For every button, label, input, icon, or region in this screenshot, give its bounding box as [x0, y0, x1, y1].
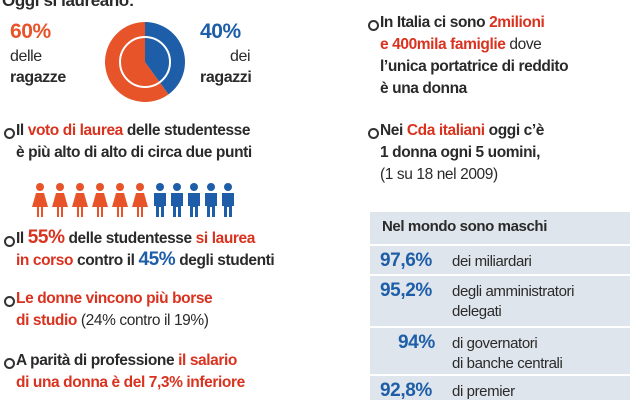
text-run: l’unica portatrice di reddito — [380, 58, 569, 75]
text-run: A parità di professione — [16, 352, 179, 369]
bullet-marker — [368, 20, 379, 31]
text-run: di una donna è del 7,3% inferiore — [16, 374, 245, 391]
bullet-marker — [4, 358, 15, 369]
text-run: dove — [505, 36, 542, 53]
text-run: Il — [16, 230, 28, 247]
text-line: Le donne vincono più borse — [16, 290, 213, 308]
text-run: Il — [16, 122, 28, 139]
text-run: si laurea — [195, 230, 256, 247]
person-icon — [171, 183, 183, 217]
slice-label: 60% — [10, 20, 51, 43]
text-line: di studio (24% contro il 19%) — [16, 312, 209, 330]
row-text: degli amministratori — [452, 283, 575, 300]
text-line: l’unica portatrice di reddito — [380, 58, 569, 76]
bullet-marker — [368, 128, 379, 139]
text-run: 1 donna ogni 5 uomini, — [380, 144, 540, 161]
text-run: contro il — [73, 252, 139, 269]
person-icon — [52, 183, 68, 217]
text-run: in corso — [16, 252, 74, 269]
bullet-marker — [4, 236, 15, 247]
text-run: 45% — [138, 249, 176, 270]
text-run: delle studentesse — [122, 122, 251, 139]
person-icon — [32, 183, 48, 217]
slice-line1: dei — [230, 48, 251, 65]
text-run: (24% contro il 19%) — [76, 312, 209, 329]
text-line: Il voto di laurea delle studentesse — [16, 122, 251, 140]
person-icon — [222, 183, 234, 217]
text-run: (1 su 18 nel 2009) — [380, 166, 498, 183]
slice-label: 40% — [200, 20, 241, 43]
text-run: voto di laurea — [27, 122, 124, 139]
text-run: oggi c’è — [484, 122, 545, 139]
text-run: il salario — [178, 352, 237, 369]
row-separator — [370, 244, 630, 246]
row-text: di banche centrali — [452, 355, 563, 372]
person-icon — [132, 183, 148, 217]
text-line: In Italia ci sono 2milioni — [380, 14, 545, 32]
header-title: Oggi si laureano: — [2, 0, 135, 10]
text-run: è più alto di alto di circa due punti — [16, 144, 252, 161]
text-line: è una donna — [380, 80, 467, 98]
text-run: Nei — [380, 122, 407, 139]
person-icon — [188, 183, 200, 217]
text-line: Nei Cda italiani oggi c’è — [380, 122, 544, 140]
text-run: delle studentesse — [64, 230, 196, 247]
person-icon — [112, 183, 128, 217]
bullet-marker — [4, 128, 15, 139]
text-line: (1 su 18 nel 2009) — [380, 166, 498, 184]
text-run: In Italia ci sono — [380, 14, 490, 31]
text-run: Le donne vincono più borse — [16, 290, 213, 307]
text-line: e 400mila famiglie dove — [380, 36, 542, 54]
text-line: in corso contro il 45% degli studenti — [16, 249, 275, 271]
box-title: Nel mondo sono maschi — [382, 218, 547, 235]
text-line: A parità di professione il salario — [16, 352, 237, 370]
row-value: 97,6% — [380, 250, 432, 271]
row-separator — [370, 374, 630, 376]
text-run: degli studenti — [175, 252, 275, 269]
person-icon — [72, 183, 88, 217]
text-line: Il 55% delle studentesse si laurea — [16, 227, 255, 249]
row-text: di governatori — [452, 335, 538, 352]
person-icon — [154, 183, 166, 217]
text-run: Cda italiani — [406, 122, 485, 139]
text-run: 55% — [27, 227, 65, 248]
slice-line1: delle — [10, 48, 42, 65]
text-line: di una donna è del 7,3% inferiore — [16, 374, 245, 392]
row-text: delegati — [452, 303, 502, 320]
text-run: è una donna — [380, 80, 467, 97]
row-text: di premier — [452, 383, 515, 400]
row-separator — [370, 326, 630, 328]
row-value: 92,8% — [380, 380, 432, 401]
text-line: 1 donna ogni 5 uomini, — [380, 144, 540, 162]
row-value: 95,2% — [380, 280, 432, 301]
text-run: di studio — [16, 312, 77, 329]
slice-line2: ragazzi — [200, 69, 252, 86]
person-icon — [205, 183, 217, 217]
person-icon — [92, 183, 108, 217]
row-text: dei miliardari — [452, 253, 532, 270]
pie-hole — [119, 36, 171, 88]
row-value: 94% — [398, 332, 435, 353]
stats-box: Nel mondo sono maschi 97,6% dei miliardari… — [370, 212, 630, 401]
text-run: e 400mila famiglie — [380, 36, 506, 53]
pie-slice — [105, 22, 169, 102]
row-separator — [370, 274, 630, 276]
text-line: è più alto di alto di circa due punti — [16, 144, 252, 162]
slice-line2: ragazze — [10, 69, 66, 86]
text-run: 2milioni — [489, 14, 545, 31]
bullet-marker — [4, 296, 15, 307]
